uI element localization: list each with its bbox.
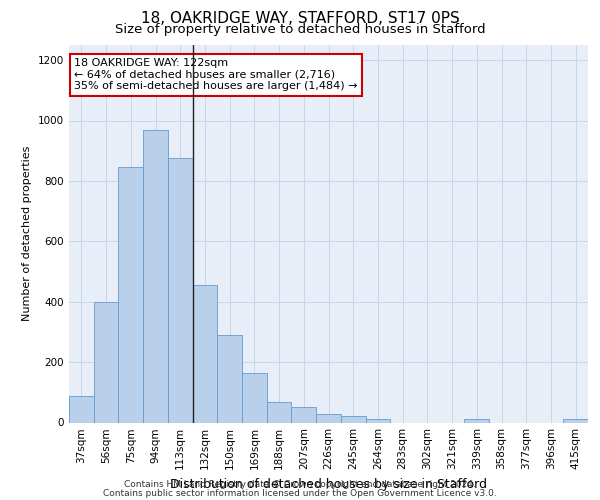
Bar [292, 408, 316, 422]
Bar [267, 402, 292, 422]
Bar [69, 396, 94, 422]
Text: Contains HM Land Registry data © Crown copyright and database right 2024.: Contains HM Land Registry data © Crown c… [124, 480, 476, 489]
Text: Size of property relative to detached houses in Stafford: Size of property relative to detached ho… [115, 22, 485, 36]
Text: 18 OAKRIDGE WAY: 122sqm
← 64% of detached houses are smaller (2,716)
35% of semi: 18 OAKRIDGE WAY: 122sqm ← 64% of detache… [74, 58, 358, 92]
Bar [316, 414, 341, 422]
Bar [563, 420, 588, 422]
Bar [464, 420, 489, 422]
Bar [217, 335, 242, 422]
Bar [168, 158, 193, 422]
Text: Contains public sector information licensed under the Open Government Licence v3: Contains public sector information licen… [103, 488, 497, 498]
Y-axis label: Number of detached properties: Number of detached properties [22, 146, 32, 322]
X-axis label: Distribution of detached houses by size in Stafford: Distribution of detached houses by size … [170, 478, 487, 491]
Text: 18, OAKRIDGE WAY, STAFFORD, ST17 0PS: 18, OAKRIDGE WAY, STAFFORD, ST17 0PS [140, 11, 460, 26]
Bar [94, 302, 118, 422]
Bar [143, 130, 168, 422]
Bar [193, 285, 217, 422]
Bar [365, 420, 390, 422]
Bar [118, 168, 143, 422]
Bar [341, 416, 365, 422]
Bar [242, 374, 267, 422]
